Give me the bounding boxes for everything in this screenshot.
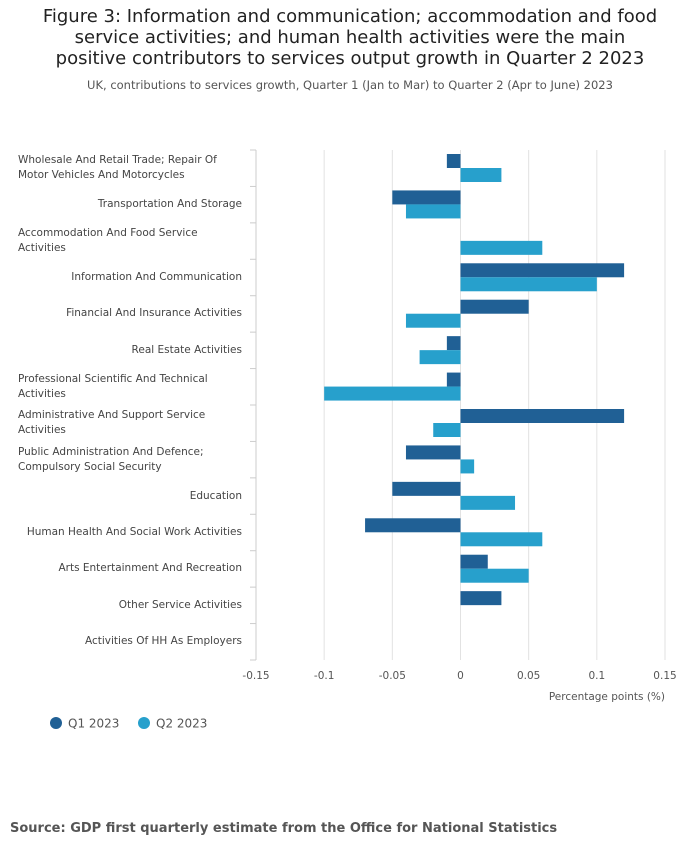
bar [324,386,461,401]
x-tick-label: 0.1 [588,670,605,682]
x-tick-label: 0 [457,670,464,682]
y-tick-label: Financial And Insurance Activities [66,307,242,320]
y-tick-label: Accommodation And Food Service Activitie… [18,227,198,255]
y-tick-label: Human Health And Social Work Activities [26,525,242,538]
bar [446,372,461,387]
x-tick-label: 0.05 [517,670,540,682]
bar [433,423,461,437]
category-label-box: Arts Entertainment And Recreation [18,551,242,587]
category-label-box: Activities Of HH As Employers [18,624,242,660]
bar [460,591,502,606]
bar [405,204,461,219]
category-label-box: Financial And Insurance Activities [18,296,242,332]
y-tick-label: Public Administration And Defence; Compu… [18,445,204,473]
bar [405,445,461,460]
category-label-box: Information And Communication [18,259,242,295]
bar [460,299,529,314]
y-tick-label: Information And Communication [71,270,242,283]
category-label-box: Education [18,478,242,514]
category-label-box: Wholesale And Retail Trade; Repair Of Mo… [18,150,242,186]
bar [460,495,516,510]
category-label-box: Professional Scientific And Technical Ac… [18,369,242,405]
legend-label: Q1 2023 [68,717,119,731]
category-label-box: Other Service Activities [18,587,242,623]
y-tick-label: Professional Scientific And Technical Ac… [18,372,208,400]
y-tick-label: Administrative And Support Service Activ… [18,409,206,437]
x-tick-label: 0.15 [653,670,676,682]
bar [460,459,475,474]
source-note: Source: GDP first quarterly estimate fro… [10,821,558,836]
chart-subtitle: UK, contributions to services growth, Qu… [87,78,613,92]
bar [405,313,461,328]
category-label-box: Transportation And Storage [18,186,242,222]
y-tick-label: Transportation And Storage [97,198,242,211]
bar [419,350,461,365]
x-axis-label: Percentage points (%) [549,691,665,703]
bar [460,532,543,547]
bar [460,263,625,278]
y-tick-label: Arts Entertainment And Recreation [58,562,242,575]
y-tick-label: Education [189,489,242,502]
category-label-box: Real Estate Activities [18,332,242,368]
chart-title: Figure 3: Information and communication;… [42,6,658,69]
y-tick-label: Other Service Activities [118,598,242,611]
bar [365,518,461,533]
bar [460,168,502,182]
x-tick-label: -0.15 [242,670,269,682]
y-tick-label: Wholesale And Retail Trade; Repair Of Mo… [18,154,217,182]
category-label-box: Human Health And Social Work Activities [18,514,242,550]
bar [446,336,461,351]
legend-label: Q2 2023 [156,717,207,731]
x-tick-label: -0.05 [379,670,406,682]
category-label-box: Public Administration And Defence; Compu… [18,441,242,477]
bar [460,277,597,292]
x-tick-label: -0.1 [314,670,335,682]
bar [446,154,461,168]
category-label-box: Administrative And Support Service Activ… [18,405,242,441]
bar [460,568,529,583]
y-tick-label: Real Estate Activities [131,343,242,356]
bar [392,190,461,205]
bar [392,481,461,496]
legend-marker [138,717,150,729]
category-label-box: Accommodation And Food Service Activitie… [18,223,242,259]
bar [460,554,488,569]
bar [460,409,625,423]
y-tick-label: Activities Of HH As Employers [85,635,242,648]
bar [460,240,543,255]
legend-marker [50,717,62,729]
